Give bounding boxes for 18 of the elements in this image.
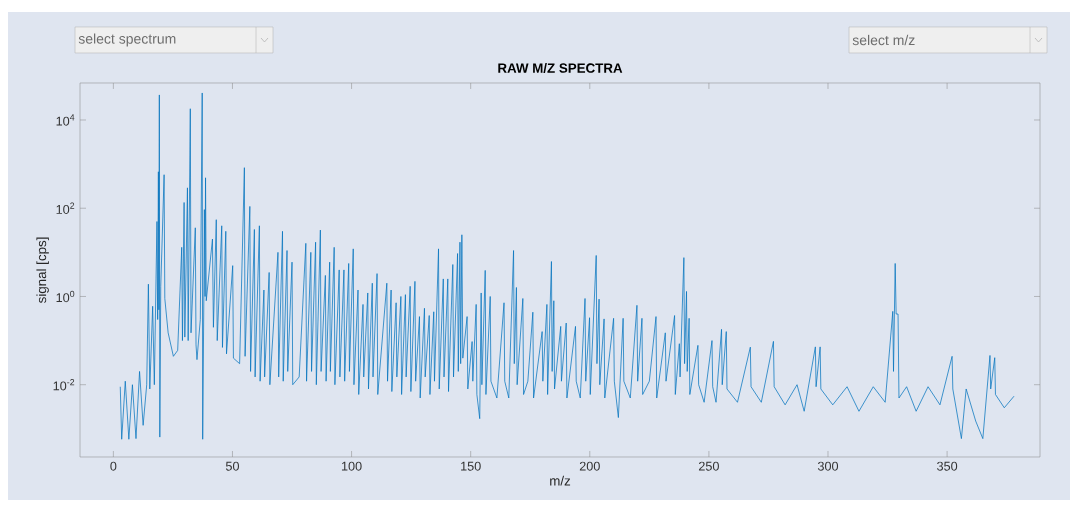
y-tick-label: 10$^{-2}$ [53, 379, 75, 391]
x-tick-label: 50 [225, 461, 240, 471]
line-series [119, 92, 1015, 440]
x-tick-label: 300 [817, 461, 839, 471]
y-axis-title: signal [cps] [36, 237, 49, 303]
x-tick-label: 250 [698, 461, 719, 471]
x-tick-label: 0 [110, 461, 117, 471]
x-tick-label: 100 [341, 461, 362, 471]
text: select m/z [852, 34, 915, 46]
x-tick-label: 200 [579, 461, 600, 471]
text: select spectrum [78, 33, 176, 47]
y-tick-label: 10$^{0}$ [56, 290, 75, 303]
x-tick-label: 350 [937, 461, 958, 471]
y-tick-label: 10$^{2}$ [56, 202, 75, 214]
chart-title: RAW M/Z SPECTRA [498, 63, 623, 73]
y-tick-label: 10$^{4}$ [56, 114, 75, 126]
x-tick-label: 150 [461, 461, 481, 471]
x-axis-title: m/z [550, 475, 571, 486]
